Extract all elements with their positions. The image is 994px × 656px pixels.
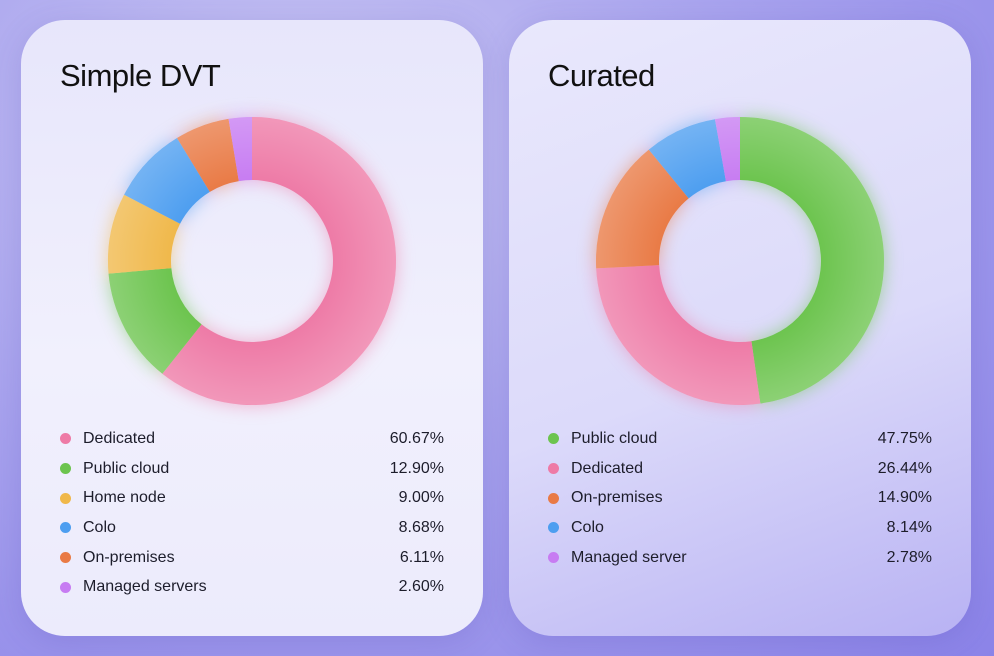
legend-label: Public cloud bbox=[571, 429, 658, 447]
curated-donut-chart bbox=[596, 117, 884, 405]
legend-swatch bbox=[548, 552, 559, 564]
legend-item-colo: Colo 8.14% bbox=[548, 513, 932, 543]
legend-item-home-node: Home node 9.00% bbox=[60, 483, 444, 513]
legend-label: Managed servers bbox=[83, 578, 207, 596]
legend-label: Dedicated bbox=[571, 459, 644, 477]
legend-item-public-cloud: Public cloud 47.75% bbox=[548, 424, 932, 454]
legend-item-colo: Colo 8.68% bbox=[60, 513, 444, 543]
legend-item-managed-server: Managed server 2.78% bbox=[548, 543, 932, 573]
legend-value: 47.75% bbox=[877, 429, 932, 447]
curated-legend: Public cloud 47.75% Dedicated 26.44% On-prem… bbox=[548, 424, 932, 572]
legend-value: 8.14% bbox=[886, 518, 932, 536]
legend-item-dedicated: Dedicated 26.44% bbox=[548, 454, 932, 484]
legend-swatch bbox=[60, 581, 71, 593]
legend-swatch bbox=[548, 463, 559, 475]
legend-swatch bbox=[60, 552, 71, 564]
simple-dvt-legend: Dedicated 60.67% Public cloud 12.90% Home no… bbox=[60, 424, 444, 602]
chart-title: Simple DVT bbox=[60, 58, 221, 93]
legend-item-managed-servers: Managed servers 2.60% bbox=[60, 572, 444, 602]
legend-value: 26.44% bbox=[877, 459, 932, 477]
legend-swatch bbox=[60, 433, 71, 445]
legend-swatch bbox=[548, 522, 559, 534]
legend-value: 14.90% bbox=[877, 489, 932, 507]
simple-dvt-donut-chart bbox=[108, 117, 397, 405]
legend-swatch bbox=[60, 522, 71, 534]
legend-label: Home node bbox=[83, 489, 166, 507]
legend-item-dedicated: Dedicated 60.67% bbox=[60, 424, 444, 454]
legend-item-on-premises: On-premises 6.11% bbox=[60, 543, 444, 573]
legend-item-public-cloud: Public cloud 12.90% bbox=[60, 454, 444, 484]
legend-value: 8.68% bbox=[398, 518, 444, 536]
legend-swatch bbox=[548, 433, 559, 445]
legend-label: Dedicated bbox=[83, 429, 156, 447]
legend-value: 2.78% bbox=[886, 548, 932, 566]
legend-label: Colo bbox=[83, 518, 116, 536]
legend-label: On-premises bbox=[571, 489, 663, 507]
donut-sheen bbox=[596, 117, 884, 405]
legend-value: 60.67% bbox=[389, 429, 444, 447]
legend-value: 9.00% bbox=[398, 489, 444, 507]
legend-value: 12.90% bbox=[389, 459, 444, 477]
legend-value: 6.11% bbox=[399, 548, 444, 566]
simple-dvt-card: Simple DVT Dedicated 60.67% Public cloud 12… bbox=[21, 20, 483, 636]
legend-swatch bbox=[548, 492, 559, 504]
legend-value: 2.60% bbox=[398, 578, 444, 596]
legend-swatch bbox=[60, 463, 71, 475]
legend-label: On-premises bbox=[83, 548, 175, 566]
legend-label: Colo bbox=[571, 518, 604, 536]
legend-item-on-premises: On-premises 14.90% bbox=[548, 483, 932, 513]
legend-label: Public cloud bbox=[83, 459, 170, 477]
legend-swatch bbox=[60, 492, 71, 504]
chart-title: Curated bbox=[548, 58, 655, 93]
curated-card: Curated Public cloud 47.75% Dedicated 26.44… bbox=[509, 20, 971, 636]
legend-label: Managed server bbox=[571, 548, 687, 566]
donut-sheen bbox=[108, 117, 396, 405]
